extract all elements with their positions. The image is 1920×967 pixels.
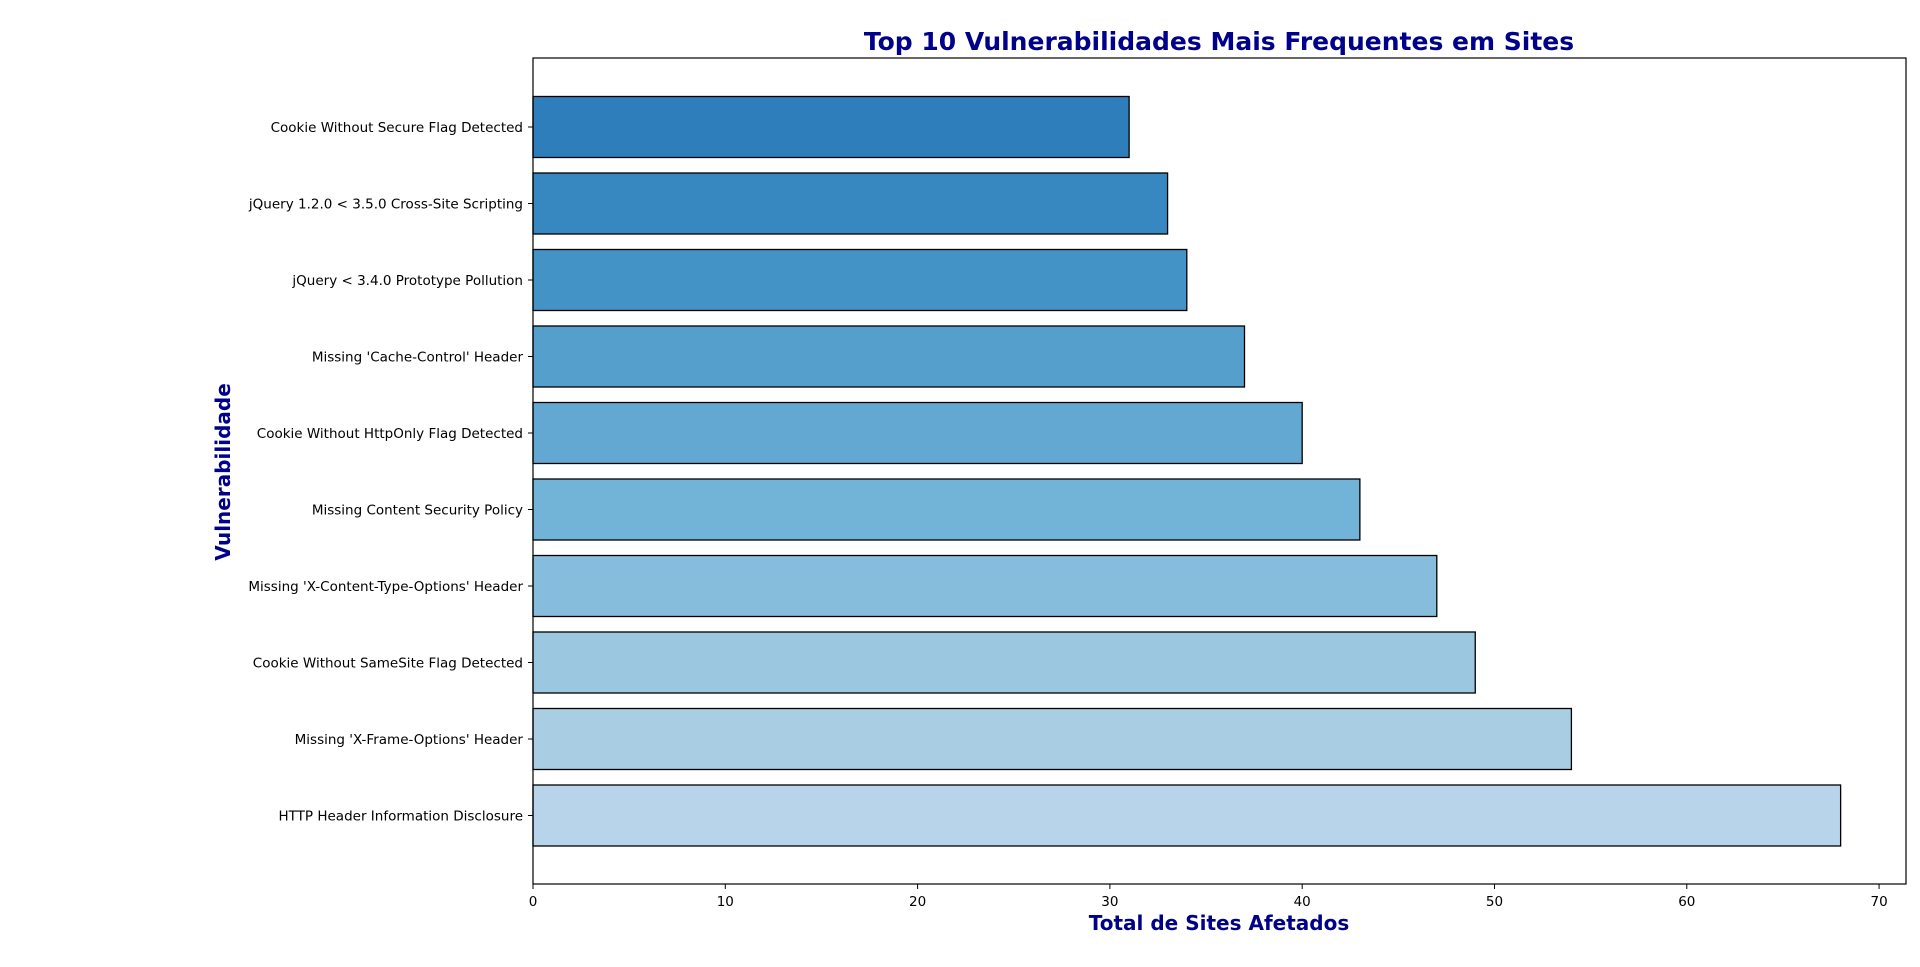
- x-tick-label: 40: [1294, 894, 1311, 910]
- bar: [532, 554, 1438, 618]
- y-axis-label: Vulnerabilidade: [211, 383, 235, 561]
- plot-frame: [532, 57, 1907, 885]
- y-tick-label: Missing 'X-Content-Type-Options' Header: [248, 579, 523, 595]
- y-tick-label: Missing 'Cache-Control' Header: [312, 350, 524, 366]
- x-tick-label: 0: [529, 894, 538, 910]
- x-tick-label: 30: [1101, 894, 1118, 910]
- bars-layer: [532, 95, 1842, 847]
- x-tick-label: 70: [1870, 894, 1887, 910]
- y-tick-label: jQuery < 3.4.0 Prototype Pollution: [291, 273, 523, 289]
- x-tick-label: 20: [909, 894, 926, 910]
- chart-title: Top 10 Vulnerabilidades Mais Frequentes …: [864, 27, 1574, 56]
- bar: [532, 784, 1842, 847]
- plot-frame-rect: [532, 57, 1907, 885]
- bar: [532, 248, 1188, 312]
- y-tick-label: HTTP Header Information Disclosure: [279, 809, 523, 825]
- bar: [532, 631, 1476, 694]
- bar: [532, 95, 1130, 159]
- y-tick-label: jQuery 1.2.0 < 3.5.0 Cross-Site Scriptin…: [248, 197, 523, 213]
- y-tick-label: Cookie Without HttpOnly Flag Detected: [257, 426, 523, 442]
- x-axis-ticks: 0 10 20 30 40 50 60 70: [529, 884, 1888, 910]
- x-tick-label: 10: [717, 894, 734, 910]
- bar: [532, 707, 1573, 771]
- bar: [532, 478, 1361, 541]
- y-axis-category-labels: Cookie Without Secure Flag Detected jQuer…: [248, 120, 533, 825]
- x-axis-label: Total de Sites Afetados: [1089, 911, 1349, 935]
- bar: [532, 325, 1246, 388]
- bar: [532, 172, 1169, 235]
- y-tick-label: Cookie Without SameSite Flag Detected: [253, 656, 523, 672]
- x-tick-label: 60: [1678, 894, 1695, 910]
- y-tick-label: Missing Content Security Policy: [312, 503, 523, 519]
- x-tick-label: 50: [1486, 894, 1503, 910]
- bar: [532, 401, 1303, 465]
- y-tick-label: Cookie Without Secure Flag Detected: [271, 120, 523, 136]
- y-tick-label: Missing 'X-Frame-Options' Header: [295, 732, 524, 748]
